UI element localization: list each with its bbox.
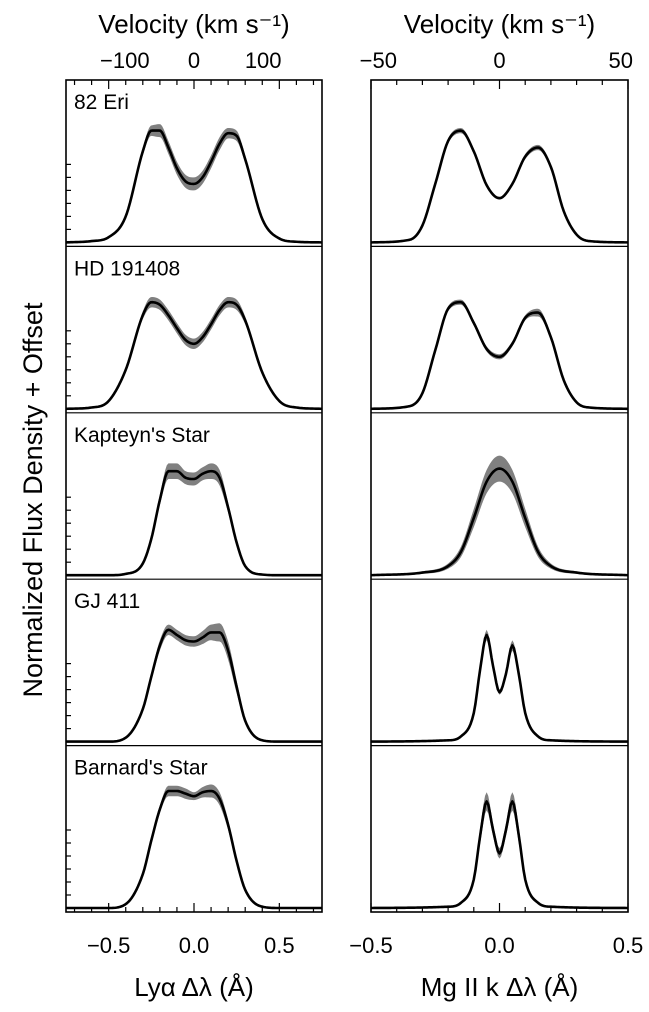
uncertainty-band	[66, 297, 322, 409]
uncertainty-band	[371, 792, 628, 908]
mgii-k-panel: −0.5 0.0 0.5 Mg II k Δλ (Å) −50 0 50 Velocity (…	[349, 9, 643, 1002]
star-label-82-eri: 82 Eri	[74, 91, 129, 114]
x-tick-label: −0.5	[349, 933, 392, 958]
panel-frame	[65, 79, 323, 913]
series-hd-191408	[370, 299, 629, 411]
top-tick-label: 50	[608, 48, 632, 73]
x-tick-label: −0.5	[87, 933, 130, 958]
profile-line	[370, 467, 629, 577]
profile-line	[66, 469, 322, 577]
profile-line	[370, 129, 629, 244]
lyman-alpha-panel: −0.5 0.0 0.5 Lyα Δλ (Å) −100 0 100 Velocity (km…	[65, 9, 323, 1002]
star-label-hd-191408: HD 191408	[74, 257, 180, 280]
top-tick-label: 0	[188, 48, 200, 73]
series-kapteyn-s-star	[66, 463, 322, 577]
uncertainty-band	[371, 629, 628, 742]
profile-line	[370, 300, 629, 411]
uncertainty-band	[66, 784, 322, 908]
star-label-barnard-s-star: Barnard's Star	[74, 757, 208, 780]
x-axis-label: Mg II k Δλ (Å)	[421, 972, 579, 1002]
series-82-eri	[370, 128, 629, 244]
profile-line	[370, 800, 629, 910]
series-barnard-s-star	[66, 784, 322, 910]
top-tick-label: 0	[493, 48, 505, 73]
y-axis-label: Normalized Flux Density + Offset	[18, 302, 48, 697]
profile-line	[66, 789, 322, 910]
series-82-eri	[65, 124, 323, 244]
profile-line	[66, 628, 322, 743]
top-tick-label: −50	[360, 48, 397, 73]
series-hd-191408	[65, 297, 323, 411]
star-label-kapteyn-s-star: Kapteyn's Star	[74, 424, 210, 447]
uncertainty-band	[371, 455, 628, 576]
top-tick-label: 100	[245, 48, 282, 73]
star-label-gj-411: GJ 411	[74, 590, 140, 613]
top-tick-label: −100	[100, 48, 150, 73]
top-axis-label: Velocity (km s⁻¹)	[404, 9, 595, 39]
uncertainty-band	[371, 128, 628, 243]
series-gj-411	[66, 623, 322, 743]
x-tick-label: 0.0	[179, 933, 210, 958]
panel-frame	[370, 79, 629, 913]
profile-line	[65, 129, 323, 244]
profile-line	[370, 633, 629, 743]
x-tick-label: 0.0	[484, 933, 515, 958]
x-tick-label: 0.5	[264, 933, 295, 958]
series-kapteyn-s-star	[370, 455, 629, 577]
series-barnard-s-star	[370, 792, 629, 910]
x-axis-label: Lyα Δλ (Å)	[134, 972, 254, 1002]
uncertainty-band	[371, 299, 628, 409]
top-axis-label: Velocity (km s⁻¹)	[98, 9, 289, 39]
profile-line	[65, 300, 323, 411]
series-gj-411	[370, 629, 629, 743]
x-tick-label: 0.5	[613, 933, 644, 958]
